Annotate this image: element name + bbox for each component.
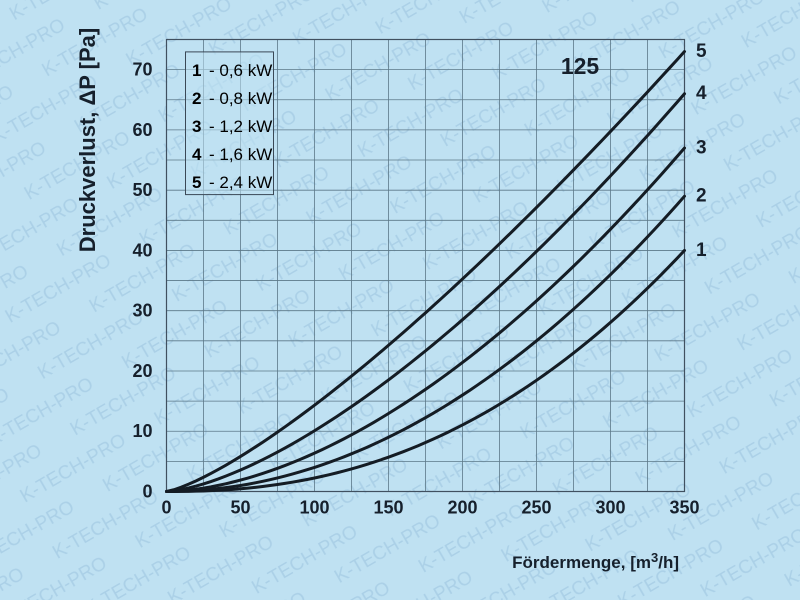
svg-text:2: 2 (192, 89, 201, 108)
svg-text:Druckverlust, ΔP [Pa]: Druckverlust, ΔP [Pa] (75, 28, 100, 253)
svg-text:150: 150 (373, 498, 403, 518)
svg-text:300: 300 (595, 498, 625, 518)
svg-text:5: 5 (192, 173, 201, 192)
svg-text:200: 200 (447, 498, 477, 518)
svg-text:350: 350 (669, 498, 699, 518)
svg-text:10: 10 (132, 421, 152, 441)
svg-text:- 1,2 kW: - 1,2 kW (209, 117, 272, 136)
svg-text:4: 4 (696, 83, 707, 104)
svg-text:30: 30 (132, 301, 152, 321)
svg-text:- 1,6 kW: - 1,6 kW (209, 145, 272, 164)
svg-text:2: 2 (696, 186, 707, 207)
svg-text:20: 20 (132, 361, 152, 381)
svg-text:1: 1 (696, 240, 707, 261)
svg-text:- 0,8 kW: - 0,8 kW (209, 89, 272, 108)
svg-text:100: 100 (299, 498, 329, 518)
svg-text:- 2,4 kW: - 2,4 kW (209, 173, 272, 192)
svg-text:0: 0 (161, 498, 171, 518)
svg-text:5: 5 (696, 41, 707, 62)
svg-text:125: 125 (561, 53, 600, 79)
svg-text:3: 3 (192, 117, 201, 136)
svg-text:60: 60 (132, 120, 152, 140)
svg-text:1: 1 (192, 61, 201, 80)
svg-text:70: 70 (132, 60, 152, 80)
svg-text:4: 4 (192, 145, 202, 164)
svg-text:40: 40 (132, 240, 152, 260)
svg-text:50: 50 (132, 180, 152, 200)
svg-text:0: 0 (142, 482, 152, 502)
svg-text:250: 250 (521, 498, 551, 518)
svg-text:50: 50 (230, 498, 250, 518)
svg-text:3: 3 (696, 138, 707, 159)
svg-text:- 0,6 kW: - 0,6 kW (209, 61, 272, 80)
